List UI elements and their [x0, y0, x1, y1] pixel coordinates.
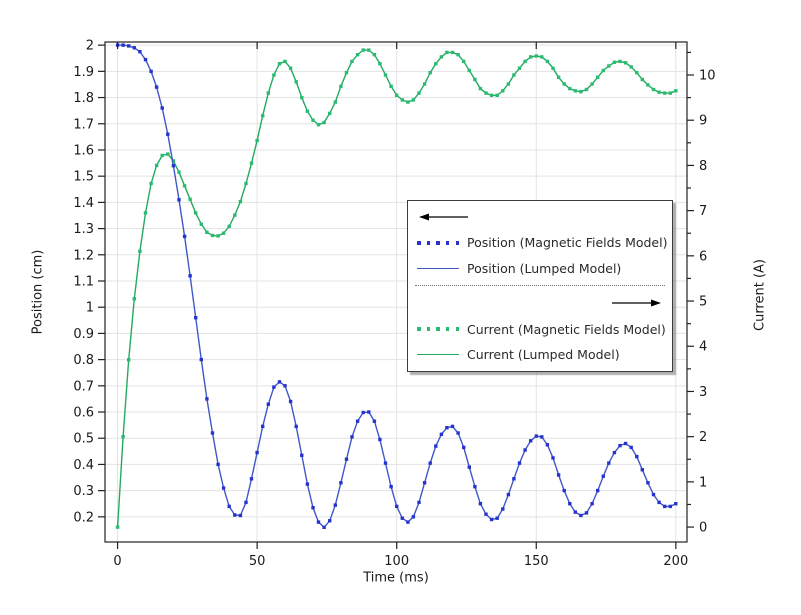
legend-entry-position-magnetic-fields: Position (Magnetic Fields Model)	[417, 234, 667, 252]
y-left-tick-label: 0.5	[73, 432, 94, 447]
y-left-tick-label: 1.4	[73, 196, 94, 211]
x-tick-label: 100	[384, 554, 409, 569]
x-axis-label: Time (ms)	[363, 570, 429, 586]
legend-entry-current-lumped: Current (Lumped Model)	[417, 346, 663, 364]
y-right-tick-label: 6	[699, 249, 707, 264]
y-left-tick-label: 1.6	[73, 143, 94, 158]
y-left-tick-label: 1.8	[73, 91, 94, 106]
series-position-magnetic-fields-markers	[115, 43, 678, 529]
y-left-tick-label: 2	[86, 39, 94, 54]
y-left-tick-label: 1.9	[73, 65, 94, 80]
y-left-tick-label: 0.8	[73, 353, 94, 368]
y-left-tick-label: 1	[86, 301, 94, 316]
y-right-tick-label: 2	[699, 430, 707, 445]
y-left-tick-label: 0.2	[73, 510, 94, 525]
y-right-tick-label: 7	[699, 204, 707, 219]
x-tick-label: 200	[663, 554, 688, 569]
legend-swatch-dotted	[417, 327, 459, 331]
y-left-tick-label: 1.3	[73, 222, 94, 237]
y-left-tick-label: 0.6	[73, 406, 94, 421]
y-axis-right-label: Current (A)	[752, 259, 768, 331]
right-axis-arrow-icon	[612, 299, 661, 307]
legend-label: Current (Lumped Model)	[467, 347, 620, 363]
legend-label: Position (Magnetic Fields Model)	[467, 235, 668, 251]
legend-entry-position-lumped: Position (Lumped Model)	[417, 260, 663, 278]
y-left-tick-label: 1.5	[73, 170, 94, 185]
y-right-tick-label: 0	[699, 521, 707, 536]
y-left-tick-label: 0.7	[73, 379, 94, 394]
y-axis-left-label: Position (cm)	[30, 249, 46, 335]
y-right-tick-label: 4	[699, 340, 707, 355]
x-tick-label: 150	[524, 554, 549, 569]
plot-border	[104, 41, 688, 543]
y-right-tick-label: 8	[699, 159, 707, 174]
legend: Position (Magnetic Fields Model) Position…	[407, 200, 673, 372]
y-left-tick-label: 1.1	[73, 274, 94, 289]
y-left-tick-label: 0.3	[73, 484, 94, 499]
y-left-tick-label: 0.9	[73, 327, 94, 342]
y-right-tick-label: 9	[699, 114, 707, 129]
legend-label: Current (Magnetic Fields Model)	[467, 321, 666, 337]
legend-arrow-right-row	[417, 294, 663, 312]
y-right-tick-label: 5	[699, 295, 707, 310]
y-right-tick-label: 3	[699, 385, 707, 400]
legend-arrow-left-row	[417, 208, 663, 226]
x-tick-label: 0	[113, 554, 121, 569]
legend-swatch-dotted	[417, 241, 459, 245]
y-right-tick-label: 1	[699, 475, 707, 490]
y-right-tick-label: 10	[699, 69, 716, 84]
y-left-tick-label: 1.7	[73, 117, 94, 132]
x-tick-label: 50	[249, 554, 266, 569]
legend-swatch-line	[417, 268, 459, 270]
left-axis-arrow-icon	[419, 213, 468, 221]
series-current-magnetic-fields-markers	[115, 48, 678, 529]
legend-label: Position (Lumped Model)	[467, 261, 622, 277]
y-left-tick-label: 0.4	[73, 458, 94, 473]
y-left-tick-label: 1.2	[73, 248, 94, 263]
legend-swatch-line	[417, 354, 459, 356]
legend-entry-current-magnetic-fields: Current (Magnetic Fields Model)	[417, 320, 666, 338]
legend-divider	[415, 285, 665, 287]
